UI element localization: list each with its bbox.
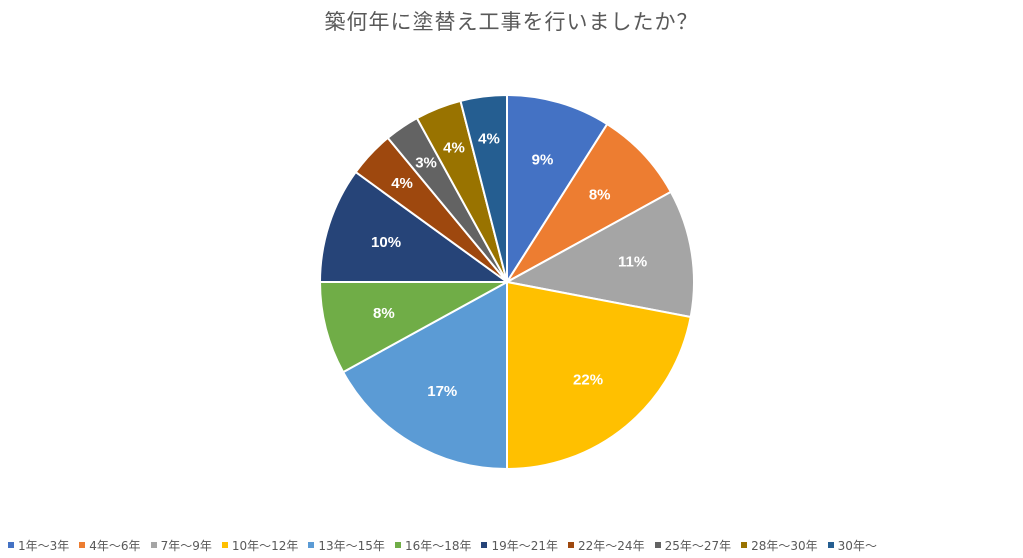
legend-swatch <box>481 542 488 548</box>
legend-swatch <box>741 542 748 548</box>
legend-label: 1年～3年 <box>18 538 70 553</box>
legend-label: 7年～9年 <box>160 538 212 553</box>
data-label-5: 17% <box>427 383 457 400</box>
legend-label: 16年～18年 <box>404 538 472 553</box>
legend-item: 19年～21年 <box>481 537 558 554</box>
legend-label: 13年～15年 <box>318 538 385 553</box>
legend-swatch <box>150 542 157 548</box>
legend-label: 28年～30年 <box>751 538 818 553</box>
legend-swatch <box>394 542 401 548</box>
pie-slice-11 <box>459 93 508 283</box>
data-label-8: 4% <box>391 175 413 192</box>
data-label-7: 10% <box>371 234 401 251</box>
legend-label: 10年～12年 <box>231 538 299 553</box>
legend-swatch <box>8 542 14 548</box>
pie-slice-3 <box>504 190 695 319</box>
legend-item: 7年～9年 <box>150 537 212 554</box>
legend-swatch <box>827 542 834 548</box>
pie-slice-7 <box>318 170 511 283</box>
legend-item: 30年～ <box>827 537 877 554</box>
legend-label: 22年～24年 <box>578 538 645 553</box>
legend-swatch <box>79 542 86 548</box>
legend-item: 16年～18年 <box>394 537 472 554</box>
legend-item: 25年～27年 <box>654 537 732 554</box>
data-label-11: 4% <box>478 131 500 148</box>
legend-item: 28年～30年 <box>741 537 818 554</box>
legend-label: 25年～27年 <box>664 538 732 553</box>
legend-swatch <box>568 542 575 548</box>
data-label-4: 22% <box>573 371 603 388</box>
chart-legend: 1年～3年 4年～6年 7年～9年 10年～12年 13年～15年 16年～18年 19年～… <box>8 536 1018 554</box>
data-label-9: 3% <box>415 154 437 171</box>
pie-slice-1 <box>506 93 609 286</box>
legend-swatch <box>654 542 661 548</box>
pie-slice-2 <box>506 122 673 283</box>
chart-title: 築何年に塗替え工事を行いましたか？ <box>324 10 699 34</box>
data-label-1: 9% <box>532 151 554 168</box>
legend-item: 22年～24年 <box>568 537 645 554</box>
legend-item: 1年～3年 <box>8 537 69 554</box>
legend-swatch <box>221 542 228 548</box>
data-label-10: 4% <box>443 140 465 157</box>
legend-item: 10年～12年 <box>221 537 299 554</box>
legend-label: 30年～ <box>837 538 877 553</box>
pie-slice-4 <box>506 280 692 471</box>
legend-swatch <box>308 542 315 548</box>
legend-item: 13年～15年 <box>308 537 385 554</box>
data-label-2: 8% <box>589 186 611 203</box>
data-label-3: 11% <box>618 254 647 271</box>
legend-label: 19年～21年 <box>491 538 559 553</box>
pie-chart: 9%8%11%22%17%8%10%4%3%4%4% <box>318 93 695 471</box>
legend-item: 4年～6年 <box>79 537 141 554</box>
pie-slice-6 <box>318 281 508 374</box>
pie-slice-5 <box>341 280 508 471</box>
data-label-6: 8% <box>373 305 395 322</box>
legend-label: 4年～6年 <box>89 538 141 553</box>
